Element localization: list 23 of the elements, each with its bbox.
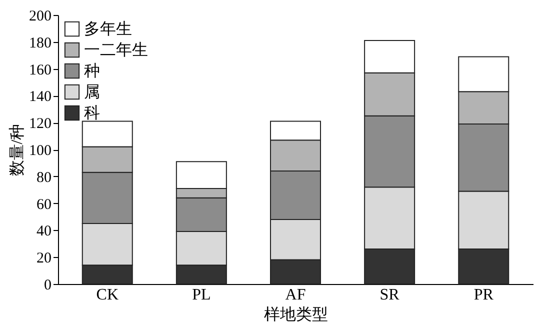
y-tick-label: 20: [36, 250, 52, 267]
x-tick-label: PL: [192, 286, 211, 304]
x-tick-label: AF: [285, 286, 306, 304]
legend-label: 科: [84, 104, 100, 122]
x-tick-label: PR: [474, 286, 494, 304]
x-tick-label: CK: [96, 286, 119, 304]
legend-label: 属: [84, 84, 100, 101]
y-tick-label: 180: [29, 35, 52, 52]
y-tick-label: 0: [44, 278, 52, 294]
y-tick-label: 120: [29, 116, 52, 132]
x-axis-title: 样地类型: [264, 306, 328, 324]
x-tick-label: SR: [380, 286, 400, 304]
y-tick-label: 100: [29, 143, 52, 159]
y-axis-title: 数量/种: [8, 124, 26, 176]
legend-label: 一二年生: [84, 41, 148, 59]
y-tick-label: 40: [36, 224, 52, 240]
y-tick-label: 160: [29, 62, 52, 78]
legend-label: 多年生: [84, 20, 132, 38]
y-tick-label: 60: [36, 196, 52, 213]
y-tick-label: 140: [29, 89, 52, 106]
y-tick-label: 200: [29, 8, 52, 24]
legend-label: 种: [84, 62, 100, 80]
y-tick-label: 80: [36, 170, 52, 186]
